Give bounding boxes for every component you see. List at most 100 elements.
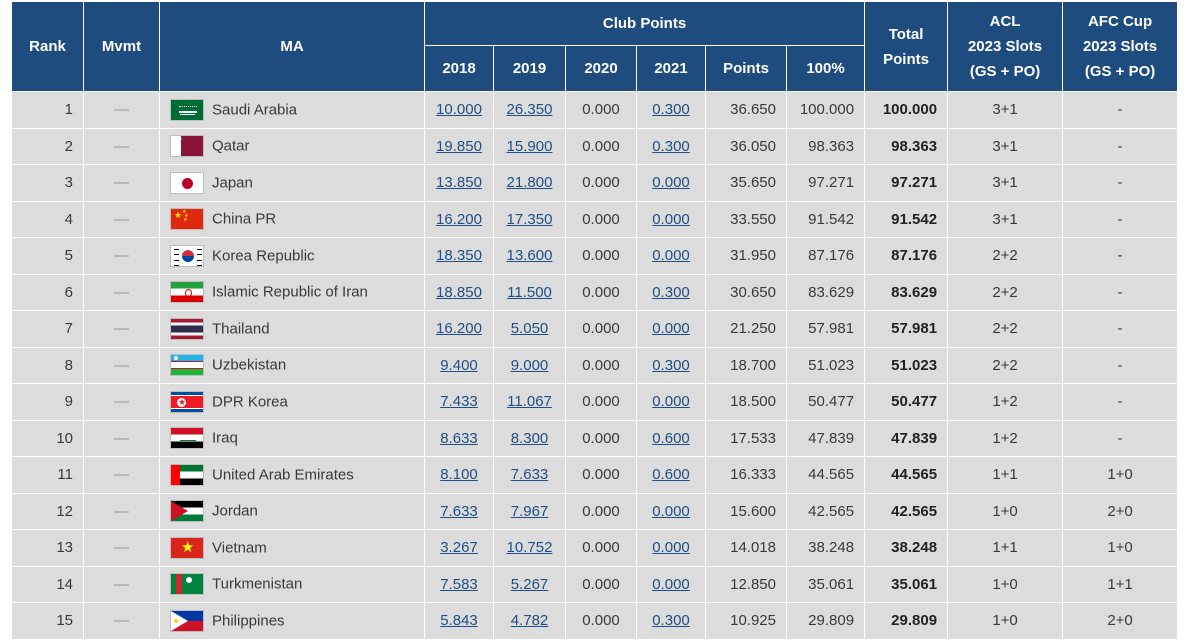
points-2021-link[interactable]: 0.300	[652, 612, 690, 630]
points-2021-cell: 0.000	[636, 383, 706, 421]
points-2019-cell: 9.000	[493, 346, 566, 384]
points-2019-link[interactable]: 5.050	[510, 320, 549, 338]
saudi-arabia-flag-icon	[170, 98, 204, 121]
rank-cell: 3	[11, 164, 84, 202]
points-cell: 15.600	[705, 492, 787, 530]
uae-flag-icon	[170, 463, 204, 486]
acl-slots-cell: 2+2	[947, 310, 1064, 348]
ma-cell: Japan	[159, 164, 425, 202]
points-2021-link[interactable]: 0.300	[652, 356, 690, 374]
points-2019-link[interactable]: 21.800	[506, 174, 553, 192]
points-cell: 14.018	[705, 529, 787, 567]
points-2020-cell: 0.000	[565, 164, 637, 202]
rank-cell: 7	[11, 310, 84, 348]
points-2019-link[interactable]: 7.967	[510, 502, 549, 520]
points-2021-cell: 0.300	[636, 127, 706, 165]
points-2018-link[interactable]: 18.850	[436, 283, 482, 301]
points-2018-cell: 8.100	[424, 456, 494, 494]
points-2021-link[interactable]: 0.000	[652, 320, 690, 338]
acl-slots-cell: 3+1	[947, 200, 1064, 238]
points-2018-cell: 9.400	[424, 346, 494, 384]
header-acl-line1: ACL	[989, 13, 1021, 30]
points-2019-cell: 5.050	[493, 310, 566, 348]
points-2019-link[interactable]: 11.067	[507, 393, 552, 411]
points-2018-link[interactable]: 13.850	[436, 174, 482, 192]
ma-name: Vietnam	[212, 539, 267, 557]
points-2021-link[interactable]: 0.000	[652, 575, 690, 593]
jordan-flag-icon	[170, 500, 204, 523]
header-acl-line2: 2023 Slots	[967, 38, 1043, 55]
points-2019-link[interactable]: 5.267	[510, 575, 549, 593]
table-row: 2— Qatar 19.850 15.900 0.000 0.300 36.050 98.36…	[11, 127, 1179, 165]
points-2019-link[interactable]: 26.350	[506, 101, 553, 119]
points-2019-link[interactable]: 7.633	[510, 466, 549, 484]
points-2018-link[interactable]: 7.433	[440, 393, 478, 411]
points-2019-link[interactable]: 17.350	[506, 210, 553, 228]
points-2018-cell: 16.200	[424, 200, 494, 238]
afc-cup-slots-cell: 1+0	[1062, 529, 1179, 567]
percent-cell: 98.363	[785, 127, 866, 165]
percent-cell: 100.000	[785, 91, 866, 129]
points-2019-link[interactable]: 8.300	[510, 429, 549, 447]
points-2021-link[interactable]: 0.000	[652, 539, 690, 557]
points-2019-cell: 7.967	[493, 492, 566, 530]
points-2019-link[interactable]: 15.900	[506, 137, 553, 155]
points-2021-link[interactable]: 0.000	[652, 174, 690, 192]
points-2020-cell: 0.000	[565, 529, 637, 567]
ma-name: Saudi Arabia	[212, 101, 298, 119]
rank-cell: 2	[11, 127, 84, 165]
points-2018-link[interactable]: 7.583	[440, 575, 478, 593]
movement-cell: —	[83, 529, 160, 567]
points-2021-link[interactable]: 0.000	[652, 210, 690, 228]
points-2018-link[interactable]: 10.000	[436, 101, 482, 119]
points-2018-link[interactable]: 16.200	[436, 320, 482, 338]
header-club-points: Club Points	[423, 1, 866, 46]
points-2019-link[interactable]: 4.782	[510, 612, 549, 630]
points-cell: 21.250	[705, 310, 787, 348]
movement-cell: —	[83, 91, 160, 129]
points-cell: 30.650	[705, 273, 787, 311]
points-2018-link[interactable]: 9.400	[440, 356, 478, 374]
points-2019-link[interactable]: 13.600	[506, 247, 553, 265]
points-2018-link[interactable]: 8.633	[440, 429, 478, 447]
points-2019-cell: 11.067	[493, 383, 566, 421]
points-2019-link[interactable]: 9.000	[510, 356, 549, 374]
points-2021-link[interactable]: 0.000	[652, 502, 690, 520]
points-2021-link[interactable]: 0.300	[652, 101, 690, 119]
points-2021-link[interactable]: 0.000	[652, 247, 690, 265]
points-cell: 36.650	[705, 91, 787, 129]
points-2018-cell: 18.850	[424, 273, 494, 311]
rank-cell: 12	[11, 492, 84, 530]
total-points-cell: 57.981	[864, 310, 949, 348]
points-2019-link[interactable]: 11.500	[507, 283, 552, 301]
rank-cell: 1	[11, 91, 84, 129]
ma-name: Qatar	[212, 137, 250, 155]
points-2018-link[interactable]: 19.850	[436, 137, 482, 155]
points-2020-cell: 0.000	[565, 565, 637, 603]
afc-cup-slots-cell: -	[1062, 419, 1179, 457]
points-2018-link[interactable]: 7.633	[440, 502, 478, 520]
points-2018-link[interactable]: 3.267	[440, 539, 478, 557]
header-acl-slots: ACL 2023 Slots (GS + PO)	[947, 1, 1064, 92]
points-2018-link[interactable]: 8.100	[440, 466, 478, 484]
points-2021-link[interactable]: 0.000	[652, 393, 690, 411]
points-2018-link[interactable]: 18.350	[436, 247, 482, 265]
points-2021-link[interactable]: 0.300	[652, 137, 690, 155]
points-2019-link[interactable]: 10.752	[506, 539, 553, 557]
points-2018-link[interactable]: 5.843	[440, 612, 478, 630]
points-cell: 16.333	[705, 456, 787, 494]
points-2021-link[interactable]: 0.600	[652, 466, 690, 484]
points-2018-cell: 19.850	[424, 127, 494, 165]
ma-name: Uzbekistan	[212, 356, 287, 374]
points-2021-link[interactable]: 0.600	[652, 429, 690, 447]
header-ma: MA	[159, 1, 425, 92]
points-2018-link[interactable]: 16.200	[436, 210, 482, 228]
percent-cell: 38.248	[785, 529, 866, 567]
table-row: 1— Saudi Arabia 10.000 26.350 0.000 0.300 36.6…	[11, 91, 1179, 129]
afc-cup-slots-cell: -	[1062, 346, 1179, 384]
acl-slots-cell: 2+2	[947, 273, 1064, 311]
ma-cell: Saudi Arabia	[159, 91, 425, 129]
table-row: 13— ★ Vietnam 3.267 10.752 0.000 0.000 14.018 38…	[11, 529, 1179, 567]
table-row: 4— ★ ★ ★ ★ China PR 16.200 17.350 0.000 0.000 33.5…	[11, 200, 1179, 238]
points-2021-link[interactable]: 0.300	[652, 283, 690, 301]
